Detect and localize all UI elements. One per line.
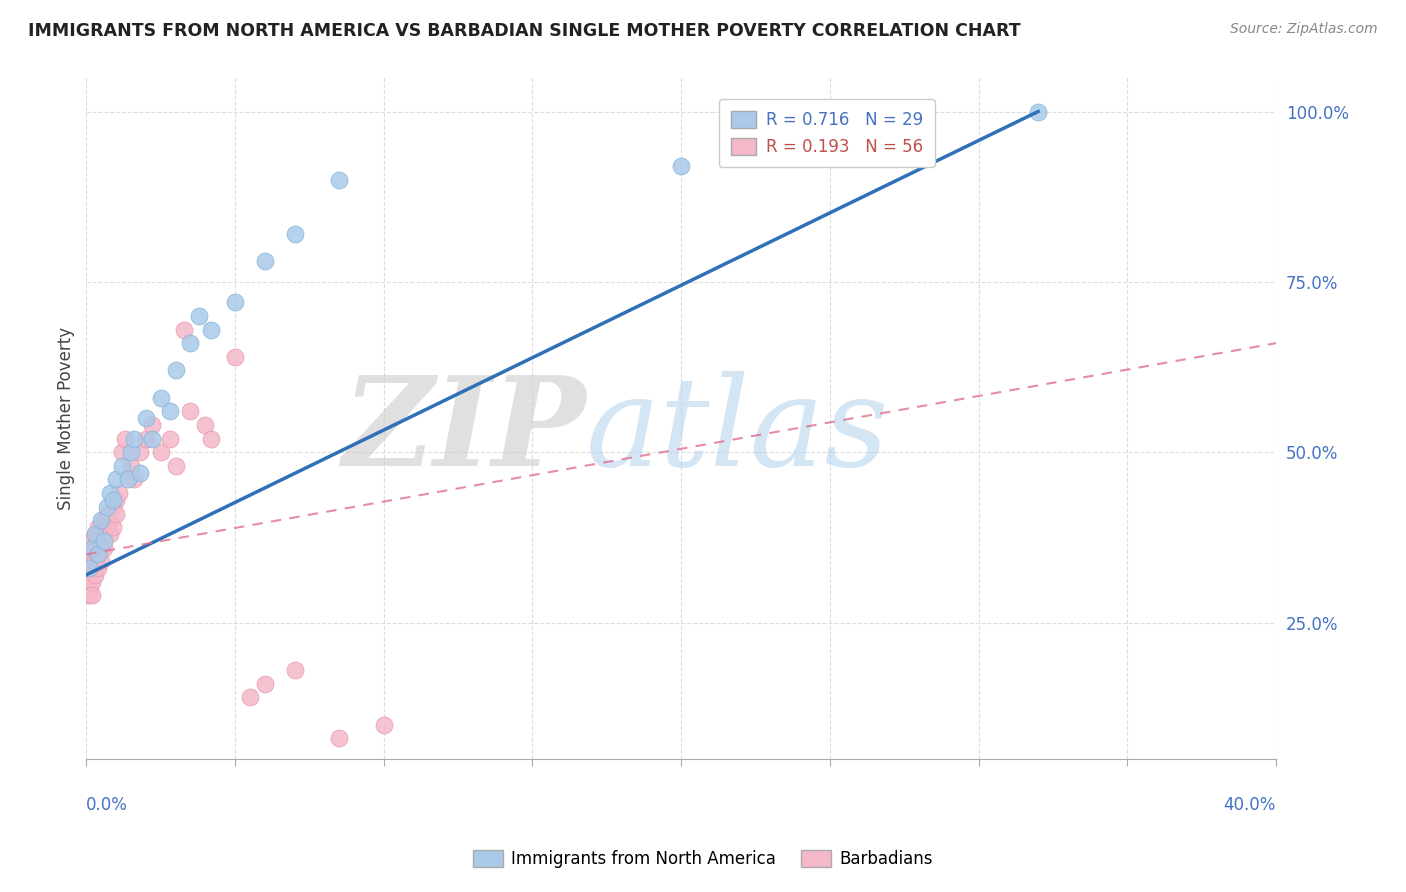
Point [669, 159, 692, 173]
Point [93, 533, 115, 548]
Point [90, 541, 112, 555]
Point [87, 548, 110, 562]
Point [84, 541, 107, 555]
Point [96, 520, 118, 534]
Point [77, 588, 100, 602]
Point [93, 527, 115, 541]
Point [82, 548, 104, 562]
Point [96, 507, 118, 521]
Point [84, 527, 107, 541]
Point [101, 520, 124, 534]
Point [82, 588, 104, 602]
Point [82, 541, 104, 555]
Point [224, 350, 246, 364]
Point [105, 472, 128, 486]
Point [253, 254, 276, 268]
Point [239, 690, 262, 705]
Point [114, 432, 136, 446]
Point [87, 520, 110, 534]
Point [101, 492, 124, 507]
Point [120, 458, 142, 473]
Point [128, 445, 150, 459]
Point [90, 554, 112, 568]
Point [93, 541, 115, 555]
Point [82, 561, 104, 575]
Legend: Immigrants from North America, Barbadians: Immigrants from North America, Barbadian… [467, 843, 939, 875]
Point [75, 574, 97, 589]
Point [98, 513, 121, 527]
Point [122, 432, 145, 446]
Point [87, 533, 110, 548]
Point [283, 227, 305, 241]
Point [90, 527, 112, 541]
Point [84, 527, 107, 541]
Point [200, 432, 222, 446]
Point [141, 417, 163, 432]
Point [87, 548, 110, 562]
Text: IMMIGRANTS FROM NORTH AMERICA VS BARBADIAN SINGLE MOTHER POVERTY CORRELATION CHA: IMMIGRANTS FROM NORTH AMERICA VS BARBADI… [28, 22, 1021, 40]
Point [84, 567, 107, 582]
Text: 40.0%: 40.0% [1223, 797, 1277, 814]
Point [188, 309, 211, 323]
Point [179, 336, 201, 351]
Point [224, 295, 246, 310]
Point [96, 500, 118, 514]
Point [135, 411, 157, 425]
Point [149, 391, 172, 405]
Point [135, 432, 157, 446]
Point [111, 445, 134, 459]
Point [101, 500, 124, 514]
Text: atlas: atlas [586, 371, 890, 492]
Point [82, 533, 104, 548]
Point [82, 574, 104, 589]
Point [98, 527, 121, 541]
Point [117, 472, 139, 486]
Point [128, 466, 150, 480]
Point [200, 322, 222, 336]
Point [75, 561, 97, 575]
Point [283, 663, 305, 677]
Point [77, 561, 100, 575]
Point [165, 458, 187, 473]
Point [141, 432, 163, 446]
Point [120, 445, 142, 459]
Point [1026, 104, 1049, 119]
Text: Source: ZipAtlas.com: Source: ZipAtlas.com [1230, 22, 1378, 37]
Point [122, 472, 145, 486]
Point [328, 731, 350, 746]
Point [93, 513, 115, 527]
Point [194, 417, 217, 432]
Point [105, 492, 128, 507]
Point [159, 404, 181, 418]
Point [165, 363, 187, 377]
Point [373, 717, 395, 731]
Point [173, 322, 195, 336]
Point [87, 561, 110, 575]
Point [77, 554, 100, 568]
Point [253, 677, 276, 691]
Y-axis label: Single Mother Poverty: Single Mother Poverty [58, 326, 75, 509]
Point [75, 548, 97, 562]
Point [108, 486, 131, 500]
Point [90, 513, 112, 527]
Point [84, 554, 107, 568]
Point [105, 507, 128, 521]
Text: ZIP: ZIP [342, 371, 586, 492]
Point [77, 541, 100, 555]
Point [77, 567, 100, 582]
Point [159, 432, 181, 446]
Point [77, 582, 100, 596]
Point [328, 172, 350, 186]
Point [111, 458, 134, 473]
Point [149, 445, 172, 459]
Point [179, 404, 201, 418]
Point [98, 486, 121, 500]
Legend: R = 0.716   N = 29, R = 0.193   N = 56: R = 0.716 N = 29, R = 0.193 N = 56 [718, 99, 935, 168]
Text: 0.0%: 0.0% [86, 797, 128, 814]
